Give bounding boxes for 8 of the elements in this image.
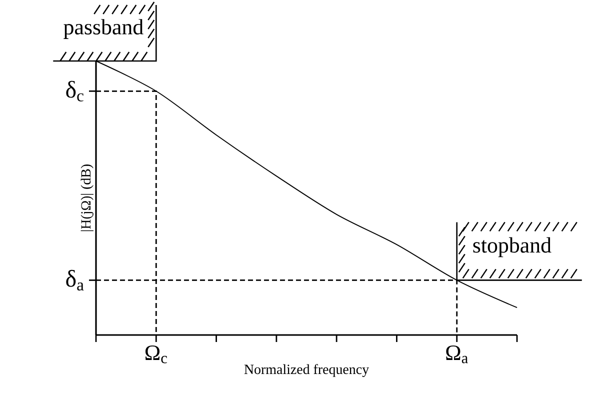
annotation: stopband bbox=[473, 237, 552, 258]
text: passband bbox=[64, 19, 144, 39]
x-axis-title: Normalized frequency bbox=[244, 364, 369, 377]
ref-line-label: δ$_{c}$ bbox=[66, 80, 84, 102]
ref-line-label: δ$_{a}$ bbox=[66, 270, 84, 290]
x-tick-label: Ω$_{a}$ bbox=[446, 346, 468, 364]
y-axis-title: |H(jΩ)| (dB) bbox=[80, 164, 94, 232]
x-tick-label: Ω$_{c}$ bbox=[145, 346, 167, 364]
